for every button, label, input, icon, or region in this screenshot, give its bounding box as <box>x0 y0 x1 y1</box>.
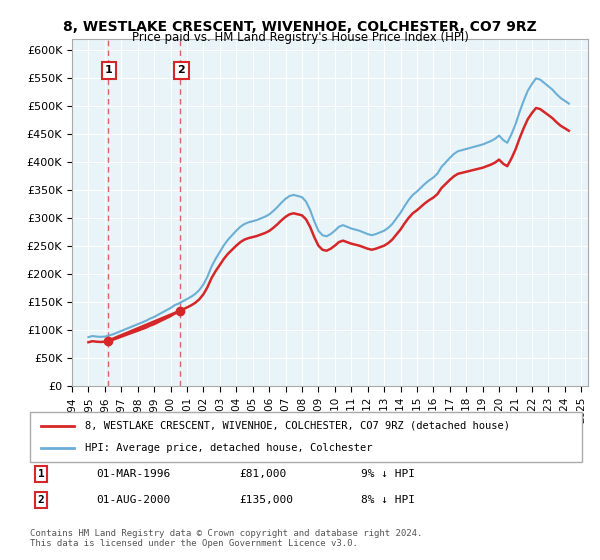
Text: 9% ↓ HPI: 9% ↓ HPI <box>361 469 415 479</box>
Text: 2: 2 <box>38 495 44 505</box>
Text: 8, WESTLAKE CRESCENT, WIVENHOE, COLCHESTER, CO7 9RZ (detached house): 8, WESTLAKE CRESCENT, WIVENHOE, COLCHEST… <box>85 421 510 431</box>
Text: HPI: Average price, detached house, Colchester: HPI: Average price, detached house, Colc… <box>85 443 373 453</box>
Text: 1: 1 <box>105 66 113 76</box>
Text: Price paid vs. HM Land Registry's House Price Index (HPI): Price paid vs. HM Land Registry's House … <box>131 31 469 44</box>
Text: £135,000: £135,000 <box>240 495 294 505</box>
Text: 01-MAR-1996: 01-MAR-1996 <box>96 469 170 479</box>
FancyBboxPatch shape <box>30 412 582 462</box>
Text: £81,000: £81,000 <box>240 469 287 479</box>
Text: 8% ↓ HPI: 8% ↓ HPI <box>361 495 415 505</box>
Text: 01-AUG-2000: 01-AUG-2000 <box>96 495 170 505</box>
Text: 2: 2 <box>178 66 185 76</box>
Text: 1: 1 <box>38 469 44 479</box>
Text: Contains HM Land Registry data © Crown copyright and database right 2024.
This d: Contains HM Land Registry data © Crown c… <box>30 529 422 548</box>
Text: 8, WESTLAKE CRESCENT, WIVENHOE, COLCHESTER, CO7 9RZ: 8, WESTLAKE CRESCENT, WIVENHOE, COLCHEST… <box>63 20 537 34</box>
